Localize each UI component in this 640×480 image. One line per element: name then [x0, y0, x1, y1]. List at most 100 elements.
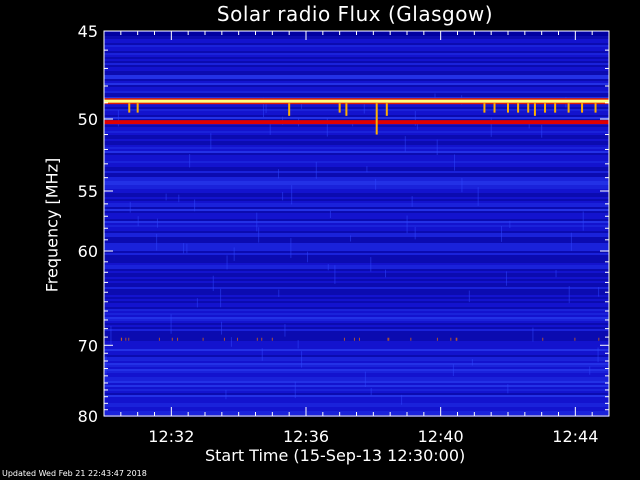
- texture-row: [104, 385, 609, 387]
- burst-mark: [136, 103, 139, 113]
- texture-dot: [177, 337, 179, 341]
- texture-streak: [291, 185, 293, 205]
- texture-streak: [509, 220, 511, 229]
- texture-row: [104, 311, 609, 313]
- texture-row: [104, 171, 609, 173]
- texture-row: [104, 409, 609, 411]
- texture-streak: [307, 251, 309, 263]
- texture-row: [104, 181, 609, 183]
- y-tick-label: 80: [78, 407, 98, 426]
- texture-streak: [104, 232, 106, 250]
- texture-streak: [384, 269, 386, 278]
- texture-dot: [171, 337, 173, 341]
- texture-row: [104, 293, 609, 295]
- texture-row: [104, 89, 609, 91]
- texture-streak: [597, 347, 599, 363]
- texture-row: [104, 261, 609, 263]
- texture-row: [104, 193, 609, 195]
- texture-row: [104, 135, 609, 137]
- texture-streak: [186, 243, 188, 254]
- texture-streak: [233, 247, 235, 261]
- texture-row: [104, 345, 609, 347]
- texture-row: [104, 183, 609, 185]
- burst-mark: [385, 103, 388, 116]
- texture-dot: [410, 337, 412, 341]
- texture-streak: [370, 388, 372, 396]
- texture-row: [104, 353, 609, 355]
- texture-row: [104, 375, 609, 377]
- texture-row: [104, 221, 609, 223]
- texture-row: [104, 211, 609, 213]
- texture-dot: [450, 337, 452, 341]
- burst-mark: [345, 103, 348, 116]
- texture-row: [104, 267, 609, 269]
- texture-row: [104, 379, 609, 381]
- texture-row: [104, 199, 609, 201]
- texture-row: [104, 331, 609, 333]
- texture-streak: [269, 123, 271, 135]
- texture-row: [104, 217, 609, 219]
- updated-timestamp: Updated Wed Feb 21 22:43:47 2018: [2, 469, 147, 478]
- texture-dot: [158, 337, 160, 341]
- texture-row: [104, 131, 609, 133]
- texture-streak: [117, 110, 119, 127]
- texture-dot: [128, 337, 130, 341]
- texture-row: [104, 75, 609, 77]
- texture-streak: [326, 118, 328, 137]
- texture-row: [104, 119, 609, 121]
- texture-streak: [221, 321, 223, 335]
- texture-row: [104, 297, 609, 299]
- texture-row: [104, 95, 609, 97]
- texture-row: [104, 143, 609, 145]
- chart-title: Solar radio Flux (Glasgow): [216, 2, 494, 26]
- texture-row: [104, 343, 609, 345]
- texture-streak: [194, 199, 196, 212]
- texture-row: [104, 111, 609, 113]
- band-intense: [104, 99, 609, 103]
- texture-row: [104, 73, 609, 75]
- texture-streak: [301, 351, 303, 368]
- texture-row: [104, 161, 609, 163]
- texture-row: [104, 393, 609, 395]
- texture-row: [104, 397, 609, 399]
- texture-dot: [343, 337, 345, 341]
- texture-row: [104, 205, 609, 207]
- texture-row: [104, 215, 609, 217]
- burst-mark: [375, 103, 378, 135]
- texture-streak: [532, 327, 534, 342]
- texture-row: [104, 207, 609, 209]
- texture-streak: [468, 290, 470, 303]
- texture-row: [104, 147, 609, 149]
- texture-row: [104, 273, 609, 275]
- texture-row: [104, 235, 609, 237]
- texture-row: [104, 105, 609, 107]
- texture-streak: [589, 366, 591, 375]
- burst-mark: [594, 103, 597, 113]
- texture-row: [104, 355, 609, 357]
- x-tick-label: 12:36: [283, 427, 329, 446]
- texture-streak: [196, 298, 198, 308]
- texture-row: [104, 333, 609, 335]
- texture-row: [104, 209, 609, 211]
- texture-streak: [434, 93, 436, 100]
- texture-row: [104, 335, 609, 337]
- burst-mark: [507, 103, 509, 113]
- x-tick-label: 12:40: [418, 427, 464, 446]
- texture-streak: [453, 154, 455, 171]
- texture-row: [104, 191, 609, 193]
- texture-row: [104, 277, 609, 279]
- burst-mark: [128, 103, 131, 113]
- texture-row: [104, 185, 609, 187]
- texture-row: [104, 357, 609, 359]
- texture-streak: [212, 275, 214, 291]
- texture-streak: [258, 227, 260, 243]
- texture-streak: [507, 384, 509, 394]
- texture-row: [104, 163, 609, 165]
- texture-row: [104, 85, 609, 87]
- texture-row: [104, 197, 609, 199]
- texture-row: [104, 125, 609, 127]
- texture-row: [104, 341, 609, 343]
- texture-row: [104, 303, 609, 305]
- texture-streak: [110, 326, 112, 345]
- texture-streak: [261, 348, 263, 361]
